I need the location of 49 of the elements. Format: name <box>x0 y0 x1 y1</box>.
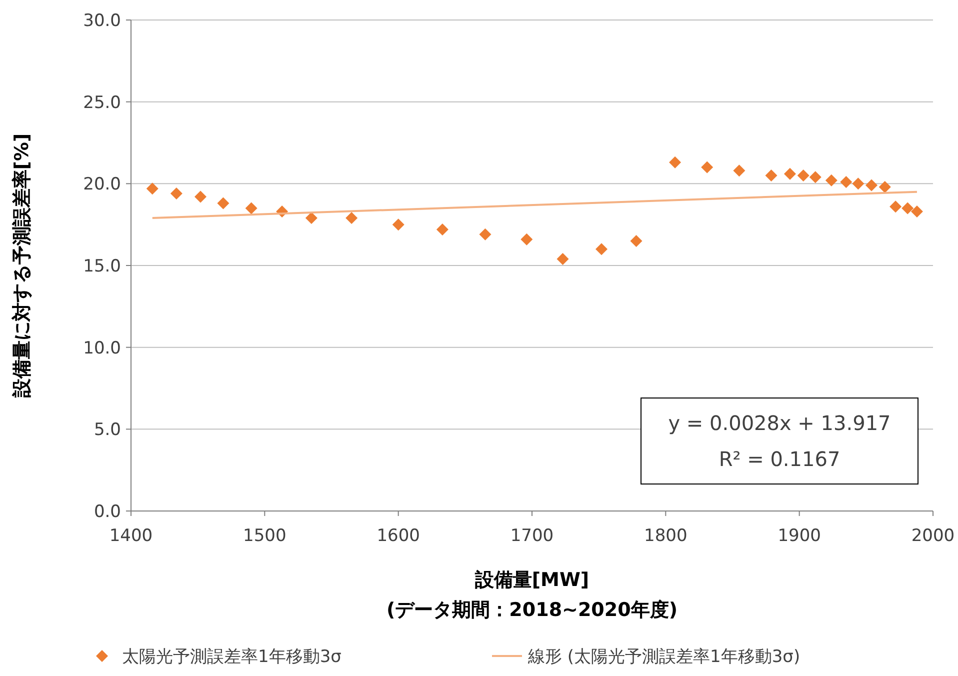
point <box>630 234 642 247</box>
annotation: y = 0.0028x + 13.917 <box>668 411 891 435</box>
x-tick-label: 1600 <box>376 526 420 546</box>
legend-label: 線形 (太陽光予測誤差率1年移動3σ) <box>527 646 800 667</box>
point <box>902 202 914 214</box>
point <box>146 182 158 195</box>
point <box>556 252 569 265</box>
point <box>596 243 608 256</box>
point <box>194 190 207 203</box>
x-tick-label: 1500 <box>243 526 286 546</box>
x-tick-label: 1800 <box>644 526 688 546</box>
point <box>852 178 864 190</box>
point <box>436 223 448 236</box>
x-tick-label: 2000 <box>911 526 955 546</box>
point <box>866 179 878 192</box>
legend-label: 太陽光予測誤差率1年移動3σ <box>122 646 342 667</box>
point <box>809 171 822 184</box>
x-tick-label: 1900 <box>778 526 821 546</box>
point <box>392 218 404 231</box>
point <box>797 169 810 182</box>
point <box>890 200 902 213</box>
point <box>878 180 891 193</box>
x-axis-title: 設備量[MW] (データ期間：2018~2020年度) <box>386 569 678 621</box>
point <box>305 212 318 224</box>
y-tick-label: 25.0 <box>83 92 121 113</box>
point <box>765 169 778 182</box>
point <box>479 228 492 240</box>
y-tick-label: 0.0 <box>94 502 121 522</box>
point <box>784 168 796 180</box>
y-tick-label: 10.0 <box>83 338 121 358</box>
point <box>170 187 182 200</box>
point <box>701 161 714 174</box>
point <box>669 156 682 168</box>
x-tick-label: 1400 <box>109 526 153 546</box>
y-tick-label: 20.0 <box>83 174 121 195</box>
x-tick-label: 1700 <box>510 526 554 546</box>
point <box>217 197 230 210</box>
y-tick-label: 30.0 <box>83 10 121 31</box>
annotation: R² = 0.1167 <box>718 447 840 471</box>
point <box>245 202 258 214</box>
point <box>840 176 852 188</box>
point <box>520 233 533 246</box>
y-tick-label: 15.0 <box>83 256 121 276</box>
point <box>825 174 838 186</box>
point <box>733 164 746 177</box>
y-tick-label: 5.0 <box>94 420 121 440</box>
point <box>346 212 358 224</box>
point <box>910 205 923 218</box>
y-axis-title: 設備量に対する予測誤差率[%] <box>11 133 33 399</box>
